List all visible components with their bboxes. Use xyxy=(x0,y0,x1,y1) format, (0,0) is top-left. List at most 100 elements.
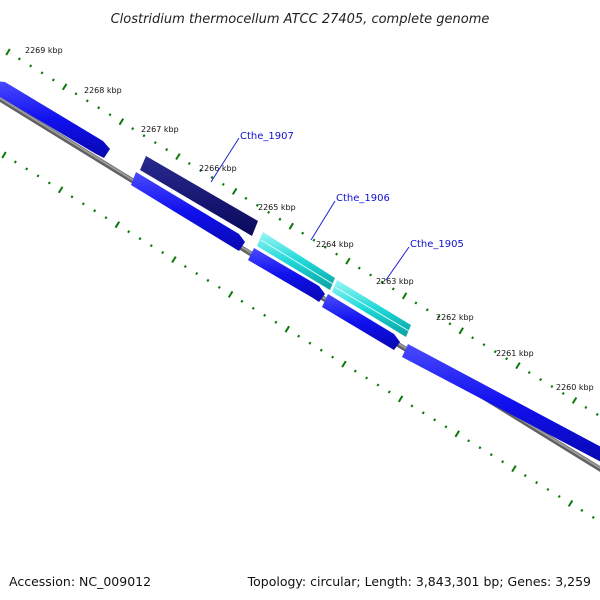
minor-tick xyxy=(199,168,203,173)
gene-label-cthe-1906[interactable]: Cthe_1906 xyxy=(336,193,390,204)
minor-tick xyxy=(471,336,475,340)
major-tick xyxy=(397,395,404,403)
minor-tick xyxy=(263,313,267,317)
topology-text: Topology: circular; Length: 3,843,301 bp… xyxy=(247,574,591,589)
gene-arrow[interactable] xyxy=(248,248,325,302)
minor-tick xyxy=(278,217,282,221)
scale-label-2263: 2263 kbp xyxy=(376,277,414,286)
minor-tick xyxy=(149,244,153,248)
minor-tick xyxy=(108,113,112,117)
minor-tick xyxy=(217,285,221,289)
minor-tick xyxy=(127,230,131,234)
minor-tick xyxy=(425,308,429,312)
major-tick xyxy=(284,325,290,333)
minor-tick xyxy=(391,287,395,291)
minor-tick xyxy=(138,237,142,241)
minor-tick xyxy=(251,306,255,310)
minor-tick xyxy=(580,508,584,512)
scale-label-2264: 2264 kbp xyxy=(316,240,354,249)
major-tick xyxy=(175,153,181,161)
accession-text: Accession: NC_009012 xyxy=(9,574,151,589)
major-tick xyxy=(57,186,64,194)
major-tick xyxy=(511,465,517,473)
minor-tick xyxy=(301,231,305,235)
minor-tick xyxy=(210,175,214,180)
minor-tick xyxy=(550,384,554,389)
major-tick xyxy=(288,222,294,230)
major-tick xyxy=(571,396,578,404)
gene-arrow[interactable] xyxy=(131,172,245,251)
minor-tick xyxy=(591,515,595,519)
gene-label-leaders xyxy=(210,137,410,281)
map-title: Clostridium thermocellum ATCC 27405, com… xyxy=(111,12,490,27)
scale-label-2260: 2260 kbp xyxy=(556,383,594,392)
minor-tick xyxy=(206,278,210,283)
minor-tick xyxy=(25,167,29,171)
gene-label-cthe-1907[interactable]: Cthe_1907 xyxy=(240,131,294,142)
minor-tick xyxy=(319,348,323,352)
minor-tick xyxy=(29,64,33,68)
minor-tick xyxy=(47,181,51,185)
minor-tick xyxy=(376,383,380,387)
minor-tick xyxy=(353,369,357,373)
major-tick xyxy=(5,48,11,56)
minor-tick xyxy=(161,250,165,255)
minor-tick xyxy=(165,147,169,152)
major-tick xyxy=(515,362,521,370)
minor-tick xyxy=(421,411,425,415)
minor-tick xyxy=(369,273,373,277)
major-tick xyxy=(231,187,238,195)
minor-tick xyxy=(557,494,561,499)
minor-tick xyxy=(274,320,278,324)
minor-tick xyxy=(467,439,471,443)
major-tick xyxy=(171,256,177,264)
minor-tick xyxy=(323,245,327,249)
minor-tick xyxy=(183,264,187,269)
gene-arrow[interactable] xyxy=(0,81,110,158)
scale-label-2262: 2262 kbp xyxy=(436,313,474,322)
minor-tick xyxy=(297,334,301,338)
minor-tick xyxy=(131,127,135,131)
gene-label-cthe-1905[interactable]: Cthe_1905 xyxy=(410,239,464,250)
minor-tick xyxy=(523,474,527,478)
scale-label-2266: 2266 kbp xyxy=(199,164,237,173)
scale-labels: 2269 kbp 2268 kbp 2267 kbp 2266 kbp 2265… xyxy=(25,46,594,392)
minor-tick xyxy=(482,343,486,347)
minor-tick xyxy=(489,453,493,457)
gene-arrow[interactable] xyxy=(322,294,400,350)
minor-tick xyxy=(357,266,361,270)
minor-tick xyxy=(104,216,108,220)
minor-tick xyxy=(501,460,505,464)
minor-tick xyxy=(70,195,74,199)
minor-tick xyxy=(437,315,441,319)
minor-tick xyxy=(546,487,550,492)
minor-tick xyxy=(93,209,97,213)
gene-arrow[interactable] xyxy=(402,344,600,464)
gene-track-upper xyxy=(140,156,411,337)
major-tick xyxy=(341,360,347,368)
major-tick xyxy=(118,118,125,126)
major-tick xyxy=(401,292,408,300)
minor-tick xyxy=(433,418,437,422)
minor-tick xyxy=(13,160,17,164)
minor-tick xyxy=(410,404,414,408)
major-tick xyxy=(227,290,234,298)
minor-tick xyxy=(244,196,248,200)
major-tick xyxy=(114,221,121,229)
minor-tick xyxy=(195,271,199,276)
gene-cthe-1907[interactable] xyxy=(140,156,258,236)
minor-tick xyxy=(539,378,543,382)
minor-tick xyxy=(527,371,531,375)
major-tick xyxy=(61,83,68,91)
minor-tick xyxy=(267,210,271,214)
minor-tick xyxy=(535,481,539,485)
minor-tick xyxy=(85,99,89,103)
minor-tick xyxy=(142,134,146,138)
major-tick xyxy=(458,327,464,335)
minor-tick xyxy=(36,174,40,178)
minor-tick xyxy=(312,238,316,242)
minor-tick xyxy=(448,322,452,326)
gene-track-lower xyxy=(0,81,600,464)
